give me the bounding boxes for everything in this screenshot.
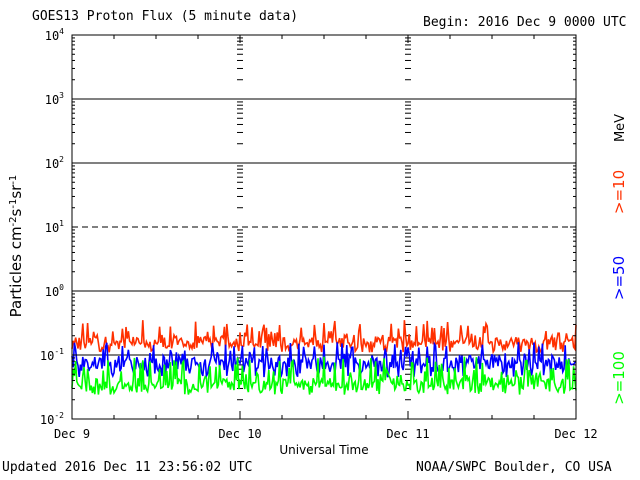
legend-entry: >=10 <box>610 170 628 214</box>
x-tick-label: Dec 10 <box>218 427 261 441</box>
updated-timestamp: Updated 2016 Dec 11 23:56:02 UTC <box>2 460 253 475</box>
x-tick-label: Dec 9 <box>54 427 90 441</box>
series-line <box>71 320 577 355</box>
y-tick-label: 101 <box>45 219 64 235</box>
series-line <box>71 341 577 379</box>
x-axis-ticks: Dec 9 Dec 10 Dec 11 Dec 12 <box>54 35 598 441</box>
legend-unit: MeV <box>613 114 628 142</box>
y-tick-label: 102 <box>45 155 64 171</box>
y-tick-label: 100 <box>45 283 64 299</box>
legend-entry: >=50 <box>610 256 628 300</box>
series-line <box>71 356 577 396</box>
data-source: NOAA/SWPC Boulder, CO USA <box>416 460 612 475</box>
legend: >=10 >=50 >=100 MeV <box>610 114 628 405</box>
chart-title: GOES13 Proton Flux (5 minute data) <box>32 9 299 24</box>
x-tick-label: Dec 12 <box>554 427 597 441</box>
y-tick-label: 104 <box>45 27 64 43</box>
legend-entry: >=100 <box>610 351 628 405</box>
y-axis-label: Particles cm-2s-1sr-1 <box>7 175 25 318</box>
y-tick-label: 10-1 <box>40 347 64 363</box>
y-tick-label: 10-2 <box>40 411 64 427</box>
begin-time: Begin: 2016 Dec 9 0000 UTC <box>423 15 627 30</box>
series-layer <box>71 320 577 396</box>
y-tick-label: 103 <box>45 91 64 107</box>
x-tick-label: Dec 11 <box>386 427 429 441</box>
x-axis-label: Universal Time <box>279 443 368 457</box>
